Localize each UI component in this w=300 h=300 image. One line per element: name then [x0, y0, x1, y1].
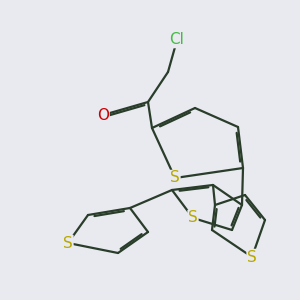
Text: S: S: [170, 170, 180, 185]
Text: O: O: [97, 107, 109, 122]
Text: S: S: [188, 211, 198, 226]
Text: S: S: [247, 250, 257, 265]
Text: S: S: [63, 236, 73, 250]
Text: Cl: Cl: [169, 32, 184, 47]
